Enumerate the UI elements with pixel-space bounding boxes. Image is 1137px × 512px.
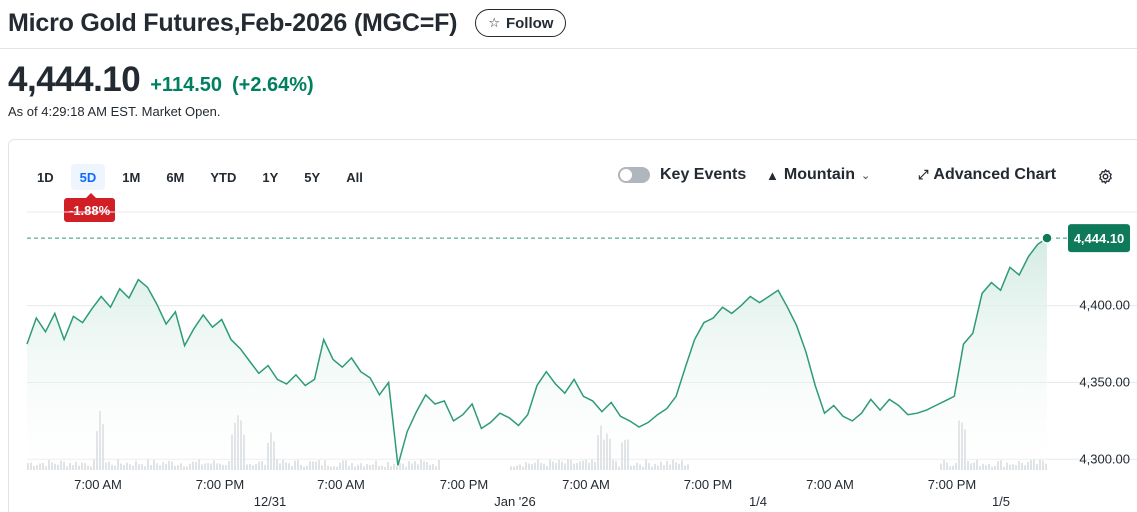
title-row: Micro Gold Futures,Feb-2026 (MGC=F) ☆ Fo… <box>8 6 567 40</box>
last-value-label: 4,444.10 <box>1074 231 1125 246</box>
x-tick-label: 7:00 PM <box>928 477 976 492</box>
y-tick-label: 4,400.00 <box>1079 298 1130 313</box>
last-point-marker <box>1041 232 1053 244</box>
range-ytd[interactable]: YTD <box>210 169 237 185</box>
price-change-percent: (+2.64%) <box>232 74 314 96</box>
range-5d[interactable]: 5D <box>70 164 106 190</box>
quote-row: 4,444.10 +114.50 (+2.64%) <box>8 60 314 100</box>
follow-button[interactable]: ☆ Follow <box>475 9 567 37</box>
key-events-toggle[interactable]: Key Events <box>618 166 746 184</box>
y-tick-label: 4,350.00 <box>1079 374 1130 389</box>
mountain-icon: ▲ <box>766 167 779 183</box>
last-price: 4,444.10 <box>8 60 141 99</box>
range-selector: 1D 5D 1M 6M YTD 1Y 5Y All <box>28 164 380 190</box>
range-1y[interactable]: 1Y <box>262 169 279 185</box>
chart-card <box>8 139 1137 512</box>
period-change-badge: -1.88% <box>64 193 116 222</box>
range-6m[interactable]: 6M <box>166 169 185 185</box>
x-tick-label: 7:00 PM <box>684 477 732 492</box>
key-events-label: Key Events <box>660 166 747 183</box>
page-title: Micro Gold Futures,Feb-2026 (MGC=F) <box>8 8 458 37</box>
chart-type-dropdown[interactable]: ▲ Mountain ⌄ <box>766 166 870 184</box>
x-tick-label: 7:00 PM <box>440 477 488 492</box>
follow-label: Follow <box>505 14 554 32</box>
expand-arrows-icon: ⤢ <box>918 167 929 182</box>
y-tick-label: 4,300.00 <box>1079 451 1130 466</box>
last-value-box <box>1068 224 1130 253</box>
settings-button[interactable] <box>1097 168 1114 185</box>
x-tick-label: 7:00 AM <box>806 477 854 492</box>
x-date-label: Jan '26 <box>494 494 536 509</box>
market-status: As of 4:29:18 AM EST. Market Open. <box>8 104 221 119</box>
x-tick-label: 7:00 AM <box>562 477 610 492</box>
x-tick-label: 7:00 PM <box>196 477 244 492</box>
advanced-chart-link[interactable]: ⤢ Advanced Chart <box>918 166 1056 184</box>
price-line <box>26 237 1048 466</box>
star-outline-icon: ☆ <box>488 15 500 30</box>
toggle-switch[interactable] <box>618 167 650 183</box>
chart-type-label: Mountain <box>783 166 855 183</box>
x-date-label: 12/31 <box>254 494 287 509</box>
header-divider <box>0 48 1137 49</box>
x-tick-label: 7:00 AM <box>317 477 365 492</box>
x-tick-label: 7:00 AM <box>74 477 122 492</box>
range-5y[interactable]: 5Y <box>304 169 321 185</box>
gear-icon <box>1099 169 1112 184</box>
range-all[interactable]: All <box>346 169 363 185</box>
x-date-label: 1/5 <box>992 494 1010 509</box>
price-change: +114.50 <box>150 74 222 96</box>
chevron-down-icon: ⌄ <box>860 169 871 182</box>
area-fill <box>27 238 1047 470</box>
advanced-chart-label: Advanced Chart <box>933 166 1057 183</box>
range-1d[interactable]: 1D <box>37 169 54 185</box>
range-1m[interactable]: 1M <box>122 169 141 185</box>
x-date-label: 1/4 <box>749 494 767 509</box>
